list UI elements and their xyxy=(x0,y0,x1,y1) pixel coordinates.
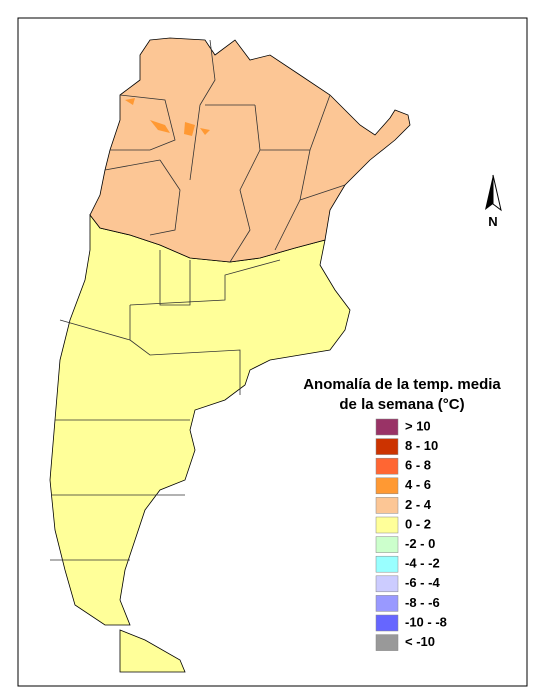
compass-arrow xyxy=(485,175,493,210)
legend-title: Anomalía de la temp. media xyxy=(303,376,501,393)
hot-spot xyxy=(200,128,210,135)
legend-swatch xyxy=(375,555,399,573)
legend-label: -8 - -6 xyxy=(405,595,440,610)
legend-swatch xyxy=(375,614,399,632)
legend-label: < -10 xyxy=(405,634,435,649)
legend-label: 0 - 2 xyxy=(405,516,431,531)
compass-label: N xyxy=(488,214,497,229)
legend-label: -4 - -2 xyxy=(405,556,440,571)
country xyxy=(49,37,411,673)
hot-spot xyxy=(184,122,195,136)
legend-title: de la semana (°C) xyxy=(339,396,464,413)
legend-swatch xyxy=(375,595,399,612)
legend-swatch xyxy=(375,497,399,514)
legend-label: 4 - 6 xyxy=(405,477,431,492)
legend-swatch xyxy=(375,575,399,593)
legend-swatch xyxy=(375,457,399,475)
legend-swatch xyxy=(375,418,399,436)
legend-swatch xyxy=(375,438,399,455)
legend-label: 6 - 8 xyxy=(405,458,431,473)
legend: Anomalía de la temp. media de la semana … xyxy=(303,376,501,651)
tierra-del-fuego xyxy=(119,629,186,673)
compass-arrow xyxy=(492,174,502,212)
legend-label: 2 - 4 xyxy=(405,497,432,512)
legend-label: -10 - -8 xyxy=(405,614,447,629)
hot-spot xyxy=(125,98,135,105)
legend-label: -6 - -4 xyxy=(405,575,440,590)
legend-label: > 10 xyxy=(405,418,431,433)
legend-swatch xyxy=(375,634,399,651)
province-border xyxy=(50,39,346,561)
compass: N xyxy=(485,174,502,229)
legend-swatch xyxy=(375,536,399,553)
region-north xyxy=(89,37,411,263)
legend-label: 8 - 10 xyxy=(405,438,438,453)
legend-swatch xyxy=(375,477,399,495)
legend-swatch xyxy=(375,516,399,534)
legend-label: -2 - 0 xyxy=(405,536,435,551)
hot-spot xyxy=(150,120,170,133)
